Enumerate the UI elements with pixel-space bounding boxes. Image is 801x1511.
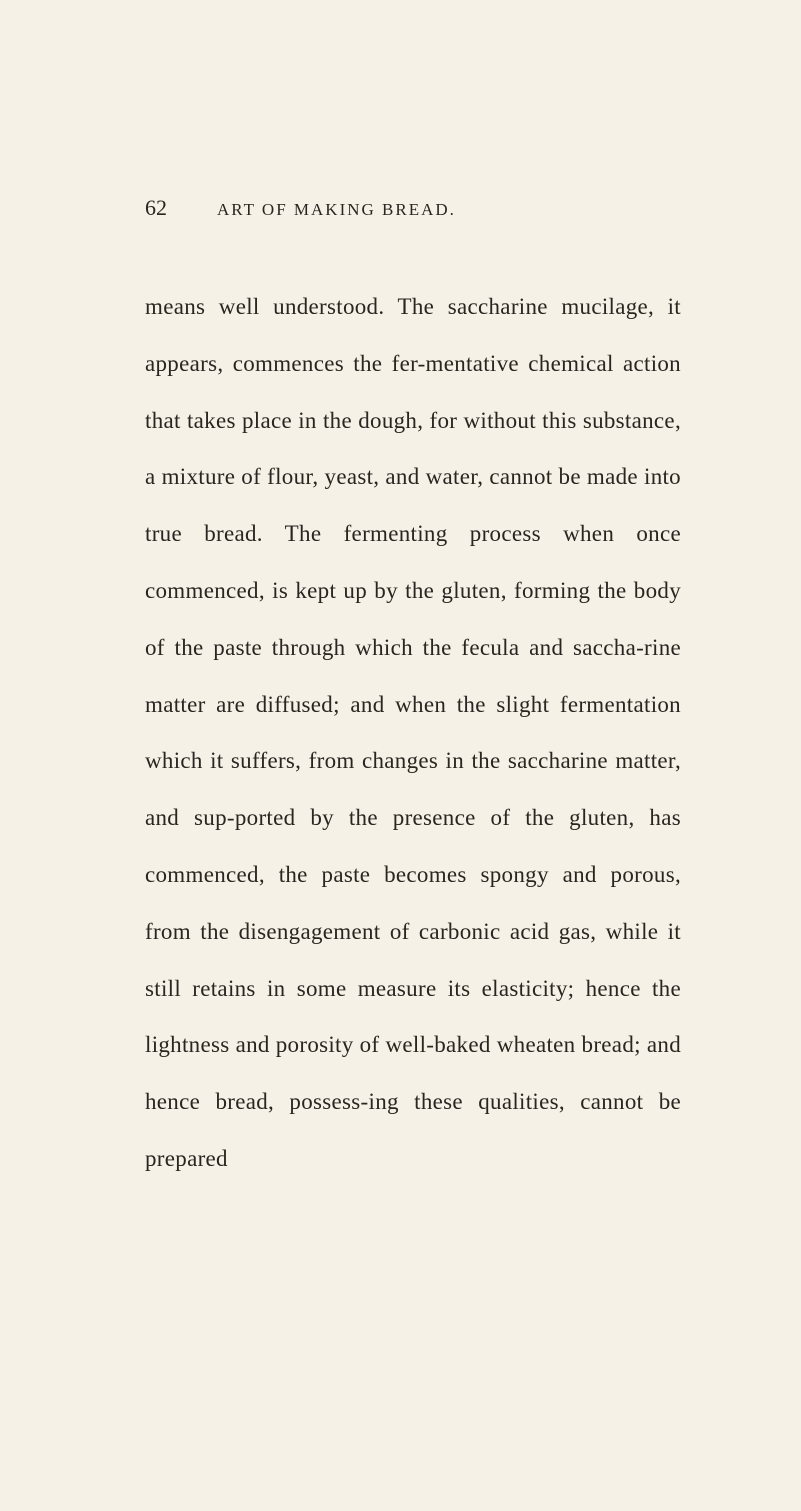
page-header: 62 ART OF MAKING BREAD.	[145, 195, 681, 221]
page-number: 62	[145, 195, 167, 221]
book-page: 62 ART OF MAKING BREAD. means well under…	[0, 0, 801, 1288]
body-text: means well understood. The saccharine mu…	[145, 279, 681, 1188]
running-title: ART OF MAKING BREAD.	[217, 200, 456, 220]
